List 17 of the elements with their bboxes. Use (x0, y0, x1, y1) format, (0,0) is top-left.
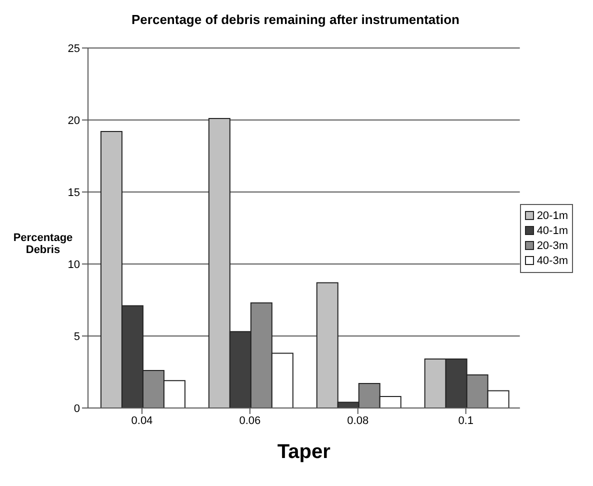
y-tick-label: 5 (74, 330, 80, 343)
y-tick-label: 10 (68, 258, 80, 271)
x-tick-label: 0.04 (131, 414, 153, 427)
y-tick-label: 25 (68, 42, 80, 55)
legend-label: 40-3m (536, 254, 568, 266)
x-tick-label: 0.06 (239, 414, 261, 427)
x-tick-label: 0.08 (347, 414, 369, 427)
y-tick-label: 15 (68, 186, 80, 199)
legend-label: 20-1m (536, 210, 568, 222)
y-axis-title: Percentage Debris (12, 232, 74, 256)
legend-label: 40-1m (536, 224, 568, 236)
y-tick-label: 20 (68, 114, 80, 127)
chart-title: Percentage of debris remaining after instrumentation (130, 12, 460, 27)
legend-label: 20-3m (536, 240, 568, 252)
x-axis-title: Taper (277, 441, 331, 463)
x-tick-label: 0.1 (458, 414, 474, 427)
y-tick-label: 0 (74, 402, 80, 415)
